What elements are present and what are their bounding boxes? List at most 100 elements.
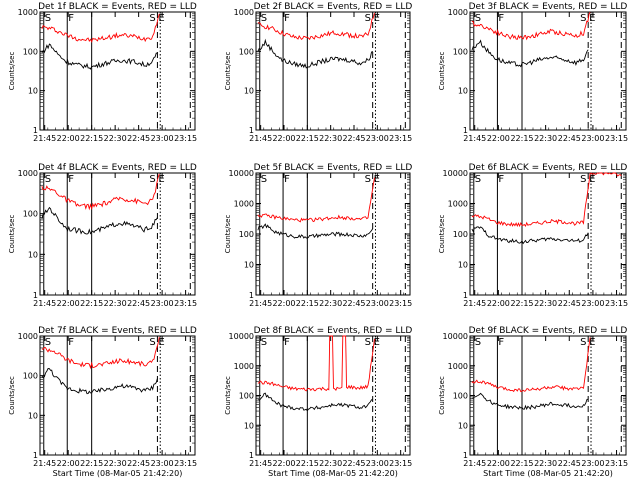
panel-title: Det 8f BLACK = Events, RED = LLD	[254, 326, 413, 336]
plot-frame	[39, 172, 196, 296]
panel-title: Det 1f BLACK = Events, RED = LLD	[38, 2, 197, 12]
panel-6: Det 6f BLACK = Events, RED = LLD 1 10 100 10…	[438, 163, 628, 308]
x-tick-label: 22:15	[510, 459, 533, 468]
panel-3: Det 3f BLACK = Events, RED = LLD 1 10 100 10…	[438, 2, 628, 143]
panel-9: Det 9f BLACK = Events, RED = LLD 1 10 100 10…	[438, 326, 628, 478]
y-axis-label: Counts/sec	[438, 52, 446, 91]
marker-label-s: S	[45, 337, 51, 348]
y-tick-label: 10	[458, 421, 468, 430]
y-tick-label: 100	[23, 47, 38, 56]
panel-title: Det 5f BLACK = Events, RED = LLD	[254, 163, 413, 173]
y-axis-label: Counts/sec	[438, 215, 446, 254]
x-tick-label: 21:45	[249, 459, 272, 468]
panel-title: Det 9f BLACK = Events, RED = LLD	[469, 326, 628, 336]
y-tick-label: 100	[453, 47, 468, 56]
x-tick-label: 22:30	[319, 299, 342, 308]
x-tick-label: 23:00	[366, 134, 389, 143]
y-axis-label: Counts/sec	[8, 376, 16, 415]
x-tick-label: 22:45	[558, 459, 581, 468]
plot-frame	[255, 11, 411, 131]
y-tick-label: 1	[33, 126, 38, 135]
x-tick-label: 22:45	[558, 299, 581, 308]
marker-label-f: F	[68, 13, 74, 24]
x-tick-label: 22:30	[534, 134, 557, 143]
y-tick-label: 10000	[443, 169, 468, 178]
x-tick-label: 22:00	[272, 459, 295, 468]
marker-label-s-end: S	[365, 13, 371, 24]
y-tick-label: 10	[244, 261, 254, 270]
series-line-red-lld	[257, 335, 375, 392]
marker-label-s-end: S	[580, 337, 586, 348]
x-tick-label: 22:00	[487, 299, 510, 308]
y-tick-label: 1000	[18, 332, 38, 341]
x-tick-label: 23:15	[605, 299, 628, 308]
x-tick-label: 22:30	[104, 134, 127, 143]
marker-label-f: F	[498, 13, 504, 24]
series-line-red-lld	[41, 13, 160, 43]
x-tick-label: 22:30	[534, 459, 557, 468]
marker-label-s: S	[261, 13, 267, 24]
x-tick-label: 22:30	[534, 299, 557, 308]
x-tick-label: 22:30	[104, 459, 127, 468]
y-tick-label: 1	[249, 291, 254, 300]
y-tick-label: 10	[458, 261, 468, 270]
x-tick-label: 23:00	[581, 299, 604, 308]
x-tick-label: 22:30	[319, 459, 342, 468]
x-tick-label: 23:00	[151, 134, 174, 143]
x-tick-label: 23:15	[605, 459, 628, 468]
y-tick-label: 10000	[229, 169, 254, 178]
x-tick-label: 22:45	[127, 134, 150, 143]
y-tick-label: 1	[249, 451, 254, 460]
y-tick-label: 10000	[229, 332, 254, 341]
marker-label-s-end: S	[580, 174, 586, 185]
x-tick-label: 22:45	[342, 459, 365, 468]
x-tick-label: 23:15	[174, 459, 197, 468]
series-line-black-events	[471, 39, 589, 68]
marker-label-s-end: S	[149, 337, 155, 348]
x-tick-label: 21:45	[463, 299, 486, 308]
y-tick-label: 1	[463, 126, 468, 135]
y-axis-label: Counts/sec	[438, 376, 446, 415]
series-line-black-events	[257, 392, 373, 412]
y-tick-label: 10	[458, 87, 468, 96]
series-line-red-lld	[257, 177, 375, 223]
y-tick-label: 10	[28, 411, 38, 420]
y-tick-label: 1000	[18, 169, 38, 178]
y-tick-label: 1000	[448, 8, 468, 17]
x-tick-label: 22:30	[319, 134, 342, 143]
y-tick-label: 100	[239, 392, 254, 401]
marker-label-s-end: S	[149, 174, 155, 185]
y-tick-label: 10	[28, 87, 38, 96]
x-tick-label: 22:15	[296, 459, 319, 468]
x-tick-label: 21:45	[463, 134, 486, 143]
y-tick-label: 1	[249, 126, 254, 135]
x-tick-label: 21:45	[33, 299, 56, 308]
x-tick-label: 22:45	[558, 134, 581, 143]
marker-label-s: S	[475, 13, 481, 24]
x-tick-label: 22:15	[80, 459, 103, 468]
marker-label-s: S	[261, 337, 267, 348]
x-tick-label: 21:45	[33, 459, 56, 468]
series-line-red-lld	[471, 172, 622, 228]
marker-label-f: F	[284, 174, 290, 185]
series-line-black-events	[257, 38, 373, 69]
marker-label-e: E	[158, 337, 164, 348]
y-tick-label: 1000	[234, 200, 254, 209]
x-tick-label: 21:45	[463, 459, 486, 468]
y-tick-label: 100	[239, 47, 254, 56]
series-line-black-events	[41, 206, 158, 235]
x-tick-label: 23:15	[174, 299, 197, 308]
x-tick-label: 23:00	[581, 459, 604, 468]
x-tick-label: 22:15	[80, 299, 103, 308]
marker-label-s-end: S	[149, 13, 155, 24]
marker-label-e: E	[589, 337, 595, 348]
panel-2: Det 2f BLACK = Events, RED = LLD 1 10 100 10…	[224, 2, 412, 143]
x-tick-label: 22:00	[487, 459, 510, 468]
y-tick-label: 100	[23, 372, 38, 381]
marker-label-e: E	[158, 174, 164, 185]
x-tick-label: 22:15	[80, 134, 103, 143]
panel-4: Det 4f BLACK = Events, RED = LLD 1 10 100 10…	[8, 163, 197, 308]
marker-label-s: S	[45, 174, 51, 185]
marker-label-s-end: S	[580, 13, 586, 24]
